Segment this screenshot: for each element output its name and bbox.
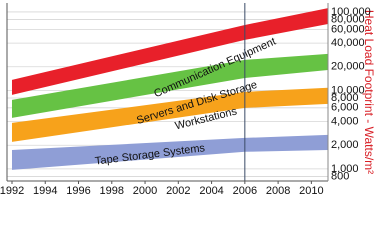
y-tick-label: 800 xyxy=(331,170,349,182)
x-tick-label: 2010 xyxy=(299,185,323,197)
y-tick-label: 40,000 xyxy=(331,37,365,49)
y-tick-label: 100,000 xyxy=(331,6,371,18)
band xyxy=(11,134,329,170)
x-tick-label: 1998 xyxy=(100,185,124,197)
x-tick-label: 2002 xyxy=(166,185,190,197)
y-tick-label: 8,000 xyxy=(331,92,359,104)
y-tick-label: 20,000 xyxy=(331,61,365,73)
x-tick-label: 2000 xyxy=(133,185,157,197)
y-tick-label: 60,000 xyxy=(331,23,365,35)
x-tick-label: 1992 xyxy=(0,185,24,197)
y-tick-label: 6,000 xyxy=(331,102,359,114)
y-tick-label: 10,000 xyxy=(331,84,365,96)
y-axis-title: Heat Load Footprint - Watts/m² xyxy=(362,10,376,174)
y-tick-label: 4,000 xyxy=(331,116,359,128)
y-tick-label: 80,000 xyxy=(331,13,365,25)
chart: Heat Load Footprint - Watts/m² 100,00080… xyxy=(0,3,376,197)
x-tick-label: 2004 xyxy=(199,185,223,197)
band xyxy=(11,87,329,142)
x-tick-label: 2008 xyxy=(266,185,290,197)
y-tick-label: 1,000 xyxy=(331,163,359,175)
band xyxy=(11,8,329,95)
x-tick-label: 2006 xyxy=(233,185,257,197)
y-tick-label: 2,000 xyxy=(331,139,359,151)
x-tick-label: 1994 xyxy=(33,185,57,197)
band xyxy=(11,53,329,118)
x-tick-label: 1996 xyxy=(66,185,90,197)
